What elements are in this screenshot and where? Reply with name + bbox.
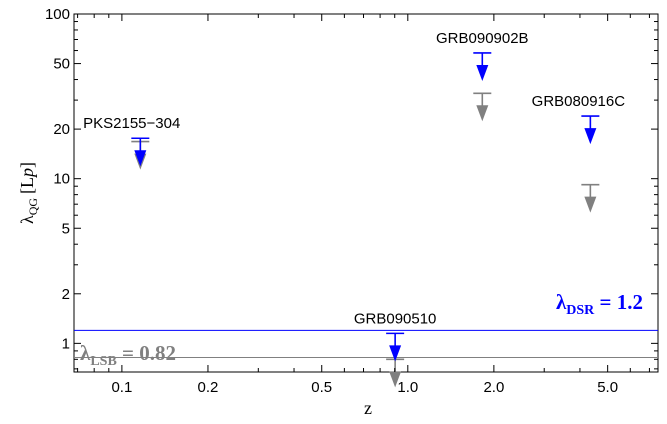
- gray-limit-marker-head: [476, 105, 489, 122]
- y-axis-title: λQG[Lp]: [17, 162, 40, 224]
- x-tick-label: 1.0: [397, 379, 418, 396]
- blue-limit-marker-head: [389, 345, 402, 362]
- y-tick-label: 10: [53, 171, 70, 188]
- x-axis-title: z: [364, 398, 372, 418]
- gray-limit-marker: [473, 92, 492, 122]
- x-tick-label: 0.5: [311, 379, 332, 396]
- y-tick-label: 2: [62, 286, 70, 303]
- blue-limit-marker-head: [476, 64, 489, 81]
- x-tick-label: 5.0: [597, 379, 618, 396]
- source-label: GRB090510: [354, 310, 437, 327]
- dsr-reference-label: λDSR = 1.2: [556, 290, 643, 318]
- source-label: GRB090902B: [436, 30, 529, 47]
- blue-limit-marker: [581, 115, 600, 145]
- x-tick-label: 0.2: [198, 379, 219, 396]
- lsb-reference-label: λLSB = 0.82: [80, 341, 176, 369]
- gray-limit-marker-head: [389, 371, 402, 388]
- gray-limit-marker-head: [584, 196, 597, 213]
- source-label: GRB080916C: [532, 93, 626, 110]
- y-tick-label: 1: [62, 335, 70, 352]
- blue-limit-marker: [386, 332, 405, 362]
- plot-frame: [73, 13, 659, 373]
- blue-limit-marker: [131, 137, 150, 167]
- y-tick-label: 20: [53, 121, 70, 138]
- x-tick-label: 0.1: [111, 379, 132, 396]
- gray-limit-marker: [581, 183, 600, 213]
- x-tick-label: 2.0: [483, 379, 504, 396]
- y-tick-label: 50: [53, 56, 70, 73]
- y-tick-label: 100: [45, 6, 70, 23]
- blue-limit-marker-head: [584, 128, 597, 145]
- source-label: PKS2155−304: [83, 115, 180, 132]
- blue-limit-marker: [473, 52, 492, 81]
- y-tick-label: 5: [62, 220, 70, 237]
- blue-limit-marker-head: [134, 150, 147, 167]
